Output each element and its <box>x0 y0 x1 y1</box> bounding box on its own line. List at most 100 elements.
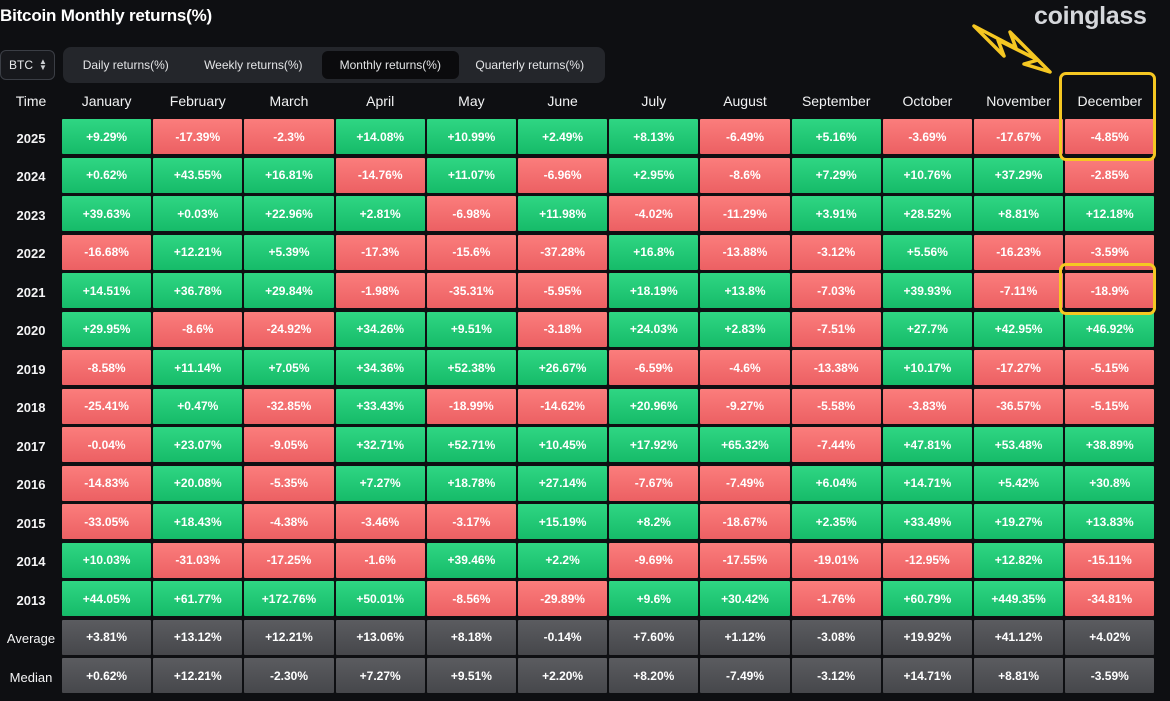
return-cell: +13.83% <box>1065 504 1155 539</box>
return-cell: -7.67% <box>609 465 699 501</box>
return-cell: +18.78% <box>426 465 516 501</box>
return-cell: +0.03% <box>153 196 243 231</box>
return-cell: -12.95% <box>882 542 972 578</box>
return-cell: +28.52% <box>882 196 972 231</box>
return-cell: +53.48% <box>974 427 1064 462</box>
column-header: June <box>547 93 578 109</box>
summary-cell: +9.51% <box>426 658 516 693</box>
return-cell: +33.43% <box>335 388 425 424</box>
return-cell: -5.58% <box>791 388 881 424</box>
return-cell: -32.85% <box>244 388 334 424</box>
summary-cell: +12.21% <box>244 619 334 655</box>
tab-daily[interactable]: Daily returns(%) <box>82 58 169 72</box>
return-cell: +10.76% <box>882 157 972 193</box>
arrow-icon <box>972 24 1052 74</box>
summary-cell: +13.06% <box>335 619 425 655</box>
year-label: 2013 <box>16 592 46 608</box>
return-cell: +12.21% <box>153 234 243 270</box>
summary-cell: +7.60% <box>609 619 699 655</box>
return-cell: -5.35% <box>244 465 334 501</box>
summary-cell: +8.81% <box>974 658 1064 693</box>
summary-label: Median <box>9 669 53 685</box>
return-cell: +46.92% <box>1065 311 1155 347</box>
coin-select[interactable]: BTC ▲ ▼ <box>0 50 55 80</box>
return-cell: +2.49% <box>518 119 608 154</box>
year-label: 2014 <box>16 554 46 569</box>
return-cell: +0.62% <box>62 157 152 193</box>
return-cell: +44.05% <box>62 581 152 616</box>
summary-cell: +7.27% <box>335 658 425 693</box>
column-header: August <box>723 93 767 109</box>
return-cell: -17.27% <box>974 350 1064 385</box>
return-cell: +20.96% <box>609 388 699 424</box>
column-header: March <box>269 93 309 109</box>
return-cell: -3.46% <box>335 504 425 539</box>
return-cell: +42.95% <box>974 311 1064 347</box>
return-cell: +22.96% <box>244 196 334 231</box>
summary-label: Average <box>6 631 56 646</box>
return-cell: +27.7% <box>882 311 972 347</box>
year-label: 2024 <box>16 169 46 184</box>
return-cell: -8.56% <box>426 581 516 616</box>
return-cell: +11.07% <box>426 157 516 193</box>
return-cell: +11.98% <box>518 196 608 231</box>
return-cell: +10.45% <box>518 427 608 462</box>
return-cell: -31.03% <box>153 542 243 578</box>
return-cell: -17.67% <box>974 119 1064 154</box>
return-cell: +32.71% <box>335 427 425 462</box>
return-cell: +10.03% <box>62 542 152 578</box>
return-cell: -7.49% <box>700 465 790 501</box>
return-cell: -9.05% <box>244 427 334 462</box>
coin-select-value: BTC <box>9 58 33 72</box>
return-cell: +29.84% <box>244 273 334 308</box>
return-cell: +14.08% <box>335 119 425 154</box>
summary-cell: +0.62% <box>62 658 152 693</box>
return-cell: +61.77% <box>153 581 243 616</box>
brand-logo: coinglass <box>1034 2 1147 30</box>
tab-monthly[interactable]: Monthly returns(%) <box>322 51 459 79</box>
return-cell: -1.6% <box>335 542 425 578</box>
year-label: 2015 <box>16 515 46 531</box>
summary-cell: +1.12% <box>700 619 790 655</box>
return-cell: +50.01% <box>335 581 425 616</box>
summary-cell: -7.49% <box>700 658 790 693</box>
return-cell: -6.96% <box>518 157 608 193</box>
return-cell: +26.67% <box>518 350 608 385</box>
return-cell: -7.03% <box>791 273 881 308</box>
return-cell: +2.83% <box>700 311 790 347</box>
return-cell: +16.8% <box>609 234 699 270</box>
return-cell: -15.6% <box>426 234 516 270</box>
return-cell: +5.42% <box>974 465 1064 501</box>
return-cell: -6.59% <box>609 350 699 385</box>
return-cell: -17.55% <box>700 542 790 578</box>
return-cell: +9.51% <box>426 311 516 347</box>
return-cell: -13.38% <box>791 350 881 385</box>
return-cell: +18.43% <box>153 504 243 539</box>
summary-cell: -3.59% <box>1065 658 1155 693</box>
return-cell: -7.44% <box>791 427 881 462</box>
return-cell: +14.71% <box>882 465 972 501</box>
return-cell: +2.2% <box>518 542 608 578</box>
return-cell: -3.59% <box>1065 234 1155 270</box>
summary-cell: +3.81% <box>62 619 152 655</box>
return-cell: +8.81% <box>974 196 1064 231</box>
summary-cell: -0.14% <box>518 619 608 655</box>
tab-quarterly[interactable]: Quarterly returns(%) <box>475 58 585 72</box>
column-header-time: Time <box>15 93 47 109</box>
return-cell: +19.27% <box>974 504 1064 539</box>
tab-weekly[interactable]: Weekly returns(%) <box>204 58 303 72</box>
return-cell: -9.27% <box>700 388 790 424</box>
summary-cell: -2.30% <box>244 658 334 693</box>
return-cell: -24.92% <box>244 311 334 347</box>
page-title: Bitcoin Monthly returns(%) <box>0 6 213 25</box>
return-cell: +33.49% <box>882 504 972 539</box>
return-cell: +65.32% <box>700 427 790 462</box>
return-cell: +0.47% <box>153 388 243 424</box>
column-header: July <box>641 93 667 109</box>
return-cell: +36.78% <box>153 273 243 308</box>
return-cell: +34.36% <box>335 350 425 385</box>
return-cell: +37.29% <box>974 157 1064 193</box>
return-cell: -1.76% <box>791 581 881 616</box>
return-cell: -4.6% <box>700 350 790 385</box>
return-cell: -9.69% <box>609 542 699 578</box>
